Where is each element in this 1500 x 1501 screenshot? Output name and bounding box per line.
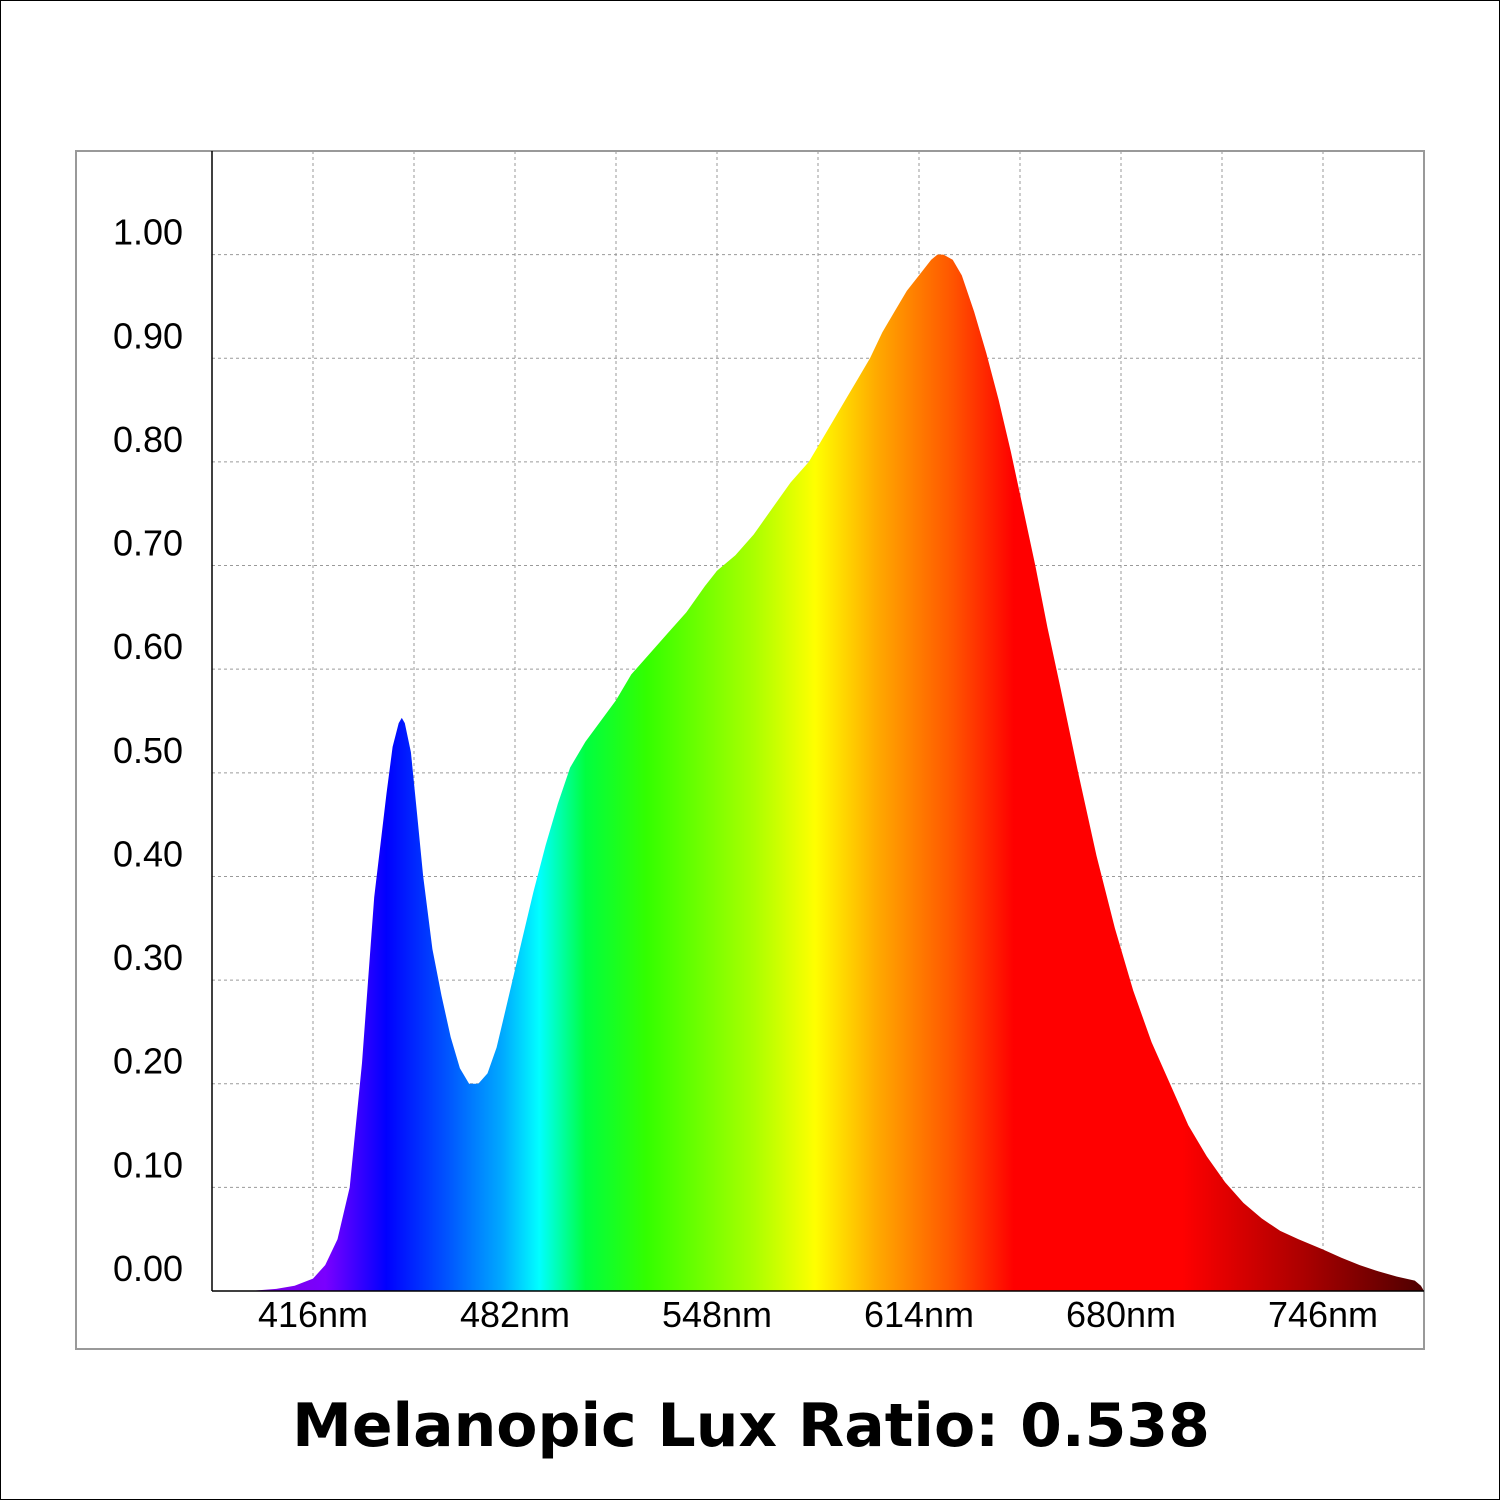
x-tick-label: 746nm bbox=[1268, 1294, 1378, 1335]
x-tick-labels: 416nm 482nm 548nm 614nm 680nm 746nm bbox=[258, 1294, 1378, 1335]
spectrum-area bbox=[212, 254, 1424, 1292]
x-tick-label: 416nm bbox=[258, 1294, 368, 1335]
y-tick-label: 0.90 bbox=[113, 315, 183, 356]
x-tick-label: 482nm bbox=[460, 1294, 570, 1335]
y-tick-label: 0.40 bbox=[113, 833, 183, 874]
melanopic-lux-ratio-caption: Melanopic Lux Ratio: 0.538 bbox=[292, 1391, 1210, 1461]
y-tick-label: 0.70 bbox=[113, 523, 183, 564]
y-tick-label: 0.30 bbox=[113, 937, 183, 978]
x-tick-label: 680nm bbox=[1066, 1294, 1176, 1335]
x-tick-label: 614nm bbox=[864, 1294, 974, 1335]
x-tick-label: 548nm bbox=[662, 1294, 772, 1335]
y-tick-label: 0.10 bbox=[113, 1144, 183, 1185]
y-tick-label: 0.60 bbox=[113, 626, 183, 667]
y-tick-labels: 0.00 0.10 0.20 0.30 0.40 0.50 0.60 0.70 0.80 0.90… bbox=[113, 212, 183, 1289]
y-tick-label: 0.00 bbox=[113, 1248, 183, 1289]
y-tick-label: 0.80 bbox=[113, 419, 183, 460]
y-tick-label: 0.20 bbox=[113, 1041, 183, 1082]
y-tick-label: 0.50 bbox=[113, 730, 183, 771]
axes bbox=[211, 151, 1424, 1292]
y-tick-label: 1.00 bbox=[113, 212, 183, 253]
